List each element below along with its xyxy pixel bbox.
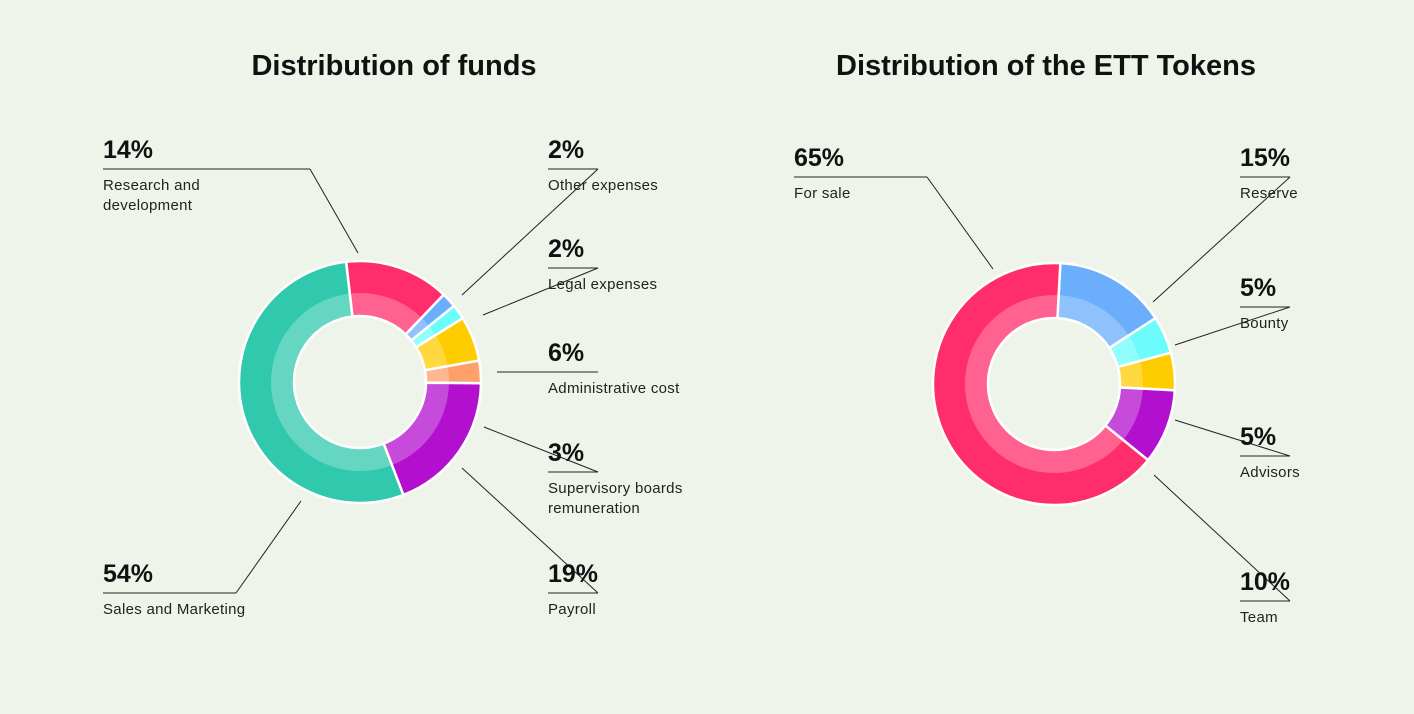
category-label: Sales and Marketing: [103, 601, 246, 618]
value-label: 14%: [103, 136, 154, 164]
category-label: Payroll: [548, 601, 596, 618]
value-label: 5%: [1240, 274, 1277, 302]
leader-line: [235, 500, 302, 594]
value-label: 3%: [548, 439, 585, 467]
leader-line: [483, 426, 599, 473]
category-label: Reserve: [1240, 185, 1298, 202]
slice-inner-ring: [1057, 295, 1129, 349]
value-label: 65%: [794, 144, 845, 172]
pie-slice: [931, 261, 1150, 507]
value-label: 2%: [548, 136, 585, 164]
category-label: Administrative cost: [548, 380, 680, 397]
slice-inner-ring: [405, 317, 430, 341]
chart-title: Distribution of funds: [251, 50, 537, 82]
slice-inner-ring: [383, 382, 449, 466]
leader-line: [309, 168, 359, 254]
value-label: 19%: [548, 560, 599, 588]
slice-inner-ring: [270, 293, 392, 471]
value-label: 6%: [548, 339, 585, 367]
slice-inner-ring: [411, 325, 436, 348]
category-label: Legal expenses: [548, 276, 658, 293]
value-label: 2%: [548, 235, 585, 263]
slice-inner-ring: [1109, 335, 1140, 367]
slice-inner-ring: [1105, 387, 1143, 441]
slice-inner-ring: [965, 295, 1124, 473]
value-label: 54%: [103, 560, 154, 588]
category-label: For sale: [794, 185, 851, 202]
value-label: 15%: [1240, 144, 1291, 172]
category-label: Other expenses: [548, 177, 659, 194]
category-label: Bounty: [1240, 315, 1289, 332]
slice-inner-ring: [424, 366, 449, 383]
leader-line: [1174, 419, 1291, 457]
leader-line: [926, 176, 994, 270]
leader-line: [461, 467, 599, 594]
category-label: Team: [1240, 609, 1278, 626]
leader-line: [1153, 474, 1291, 602]
value-label: 10%: [1240, 568, 1291, 596]
slice-inner-ring: [416, 335, 448, 371]
category-label: Supervisory boards remuneration: [548, 480, 683, 517]
pie-slice: [237, 260, 405, 505]
chart-title: Distribution of the ETT Tokens: [836, 50, 1256, 82]
category-label: Advisors: [1240, 464, 1300, 481]
slice-inner-ring: [1117, 360, 1143, 389]
leader-line: [1174, 306, 1291, 346]
value-label: 5%: [1240, 423, 1277, 451]
leader-line: [482, 267, 599, 316]
category-label: Research and development: [103, 177, 200, 214]
slice-inner-ring: [349, 292, 422, 335]
leader-line: [461, 168, 599, 296]
leader-line: [1152, 176, 1291, 303]
